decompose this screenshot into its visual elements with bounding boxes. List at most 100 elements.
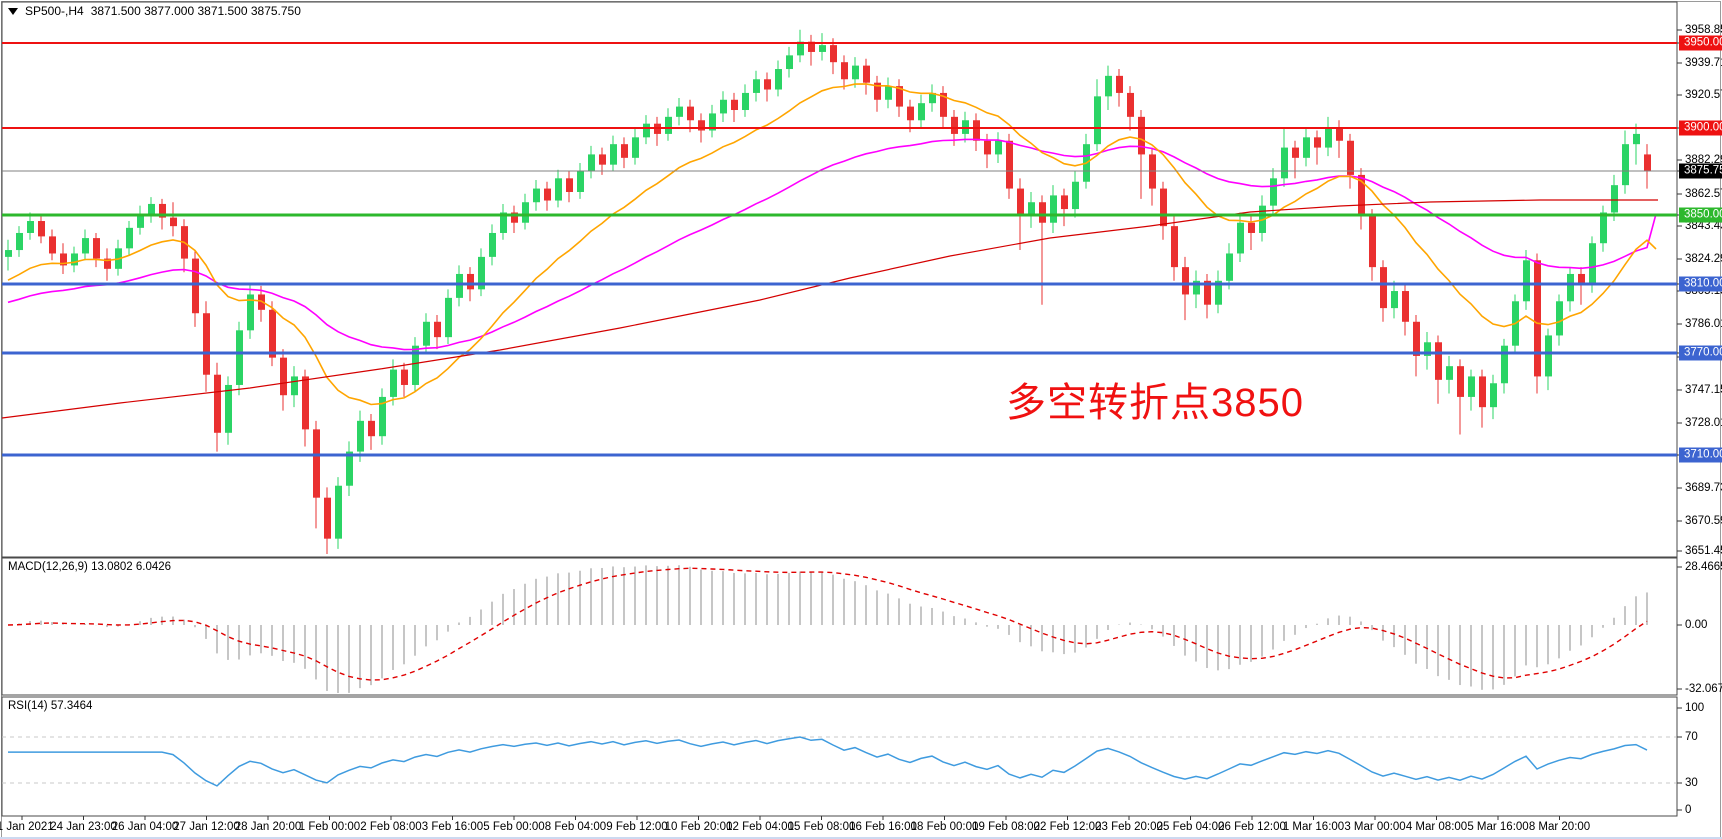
time-label[interactable]: 26 Jan 04:00 [111,821,179,833]
candle-down [698,120,705,131]
candle-up [995,140,1002,155]
time-label[interactable]: 21 Jan 2021 [0,821,54,833]
candle-up [291,376,298,396]
candle-down [1336,127,1343,141]
price-plot-group[interactable] [2,29,1658,555]
price-tick-label: 3843.430 [1685,220,1722,232]
candle-up [1622,144,1629,186]
macd-signal-line [7,567,1648,681]
candle-up [456,273,463,298]
candle-down [1116,75,1123,93]
candle-up [1545,335,1552,377]
main-chart-panel[interactable] [1,1,1678,558]
time-label[interactable]: 5 Mar 16:00 [1467,821,1529,833]
candle-down [1127,92,1134,117]
time-label[interactable]: 16 Feb 16:00 [849,821,917,833]
candle-up [445,297,452,338]
candle-down [1358,174,1365,216]
candle-down [401,369,408,385]
time-label[interactable]: 4 Mar 08:00 [1405,821,1468,833]
candle-down [1457,366,1464,397]
candle-up [478,256,485,290]
time-label[interactable]: 12 Feb 04:00 [726,821,794,833]
chart-expand-triangle-icon[interactable] [8,8,18,15]
time-label[interactable]: 15 Feb 08:00 [787,821,856,833]
price-tick-label: 3747.150 [1685,384,1722,396]
candle-up [1567,273,1574,302]
time-label[interactable]: 25 Feb 04:00 [1156,821,1225,833]
candle-up [1094,96,1101,145]
rsi-panel[interactable] [1,696,1678,817]
candle-up [533,188,540,203]
time-label[interactable]: 28 Jan 20:00 [234,821,302,833]
rsi-plot-group[interactable] [2,736,1677,787]
macd-axis-label: 28.4665 [1685,561,1722,573]
candle-up [720,99,727,114]
candle-up [1424,342,1431,356]
candle-up [16,232,23,251]
time-label[interactable]: 10 Feb 20:00 [664,821,733,833]
ohlc-values: 3871.500 3877.000 3871.500 3875.750 [90,4,301,18]
time-label[interactable]: 8 Feb 04:00 [544,821,607,833]
candle-up [126,227,133,249]
time-label[interactable]: 27 Jan 12:00 [173,821,240,833]
candle-up [1237,222,1244,254]
candle-down [1182,267,1189,295]
time-label[interactable]: 9 Feb 12:00 [606,821,668,833]
candle-down [324,497,331,539]
candle-up [390,369,397,397]
candle-up [522,202,529,223]
time-label[interactable]: 8 Mar 20:00 [1528,821,1591,833]
candle-up [1446,366,1453,380]
candle-up [1281,147,1288,179]
time-label[interactable]: 3 Mar 00:00 [1344,821,1406,833]
candle-up [1589,243,1596,285]
candle-up [247,294,254,331]
price-tick-label: 3958.850 [1685,24,1722,36]
time-label[interactable]: 2 Feb 08:00 [360,821,422,833]
macd-plot-group[interactable] [7,565,1648,693]
time-label[interactable]: 19 Feb 08:00 [972,821,1040,833]
price-badge-3950.000: 3950.000 [1679,35,1722,51]
time-label[interactable]: 5 Feb 00:00 [483,821,545,833]
candle-down [1204,280,1211,305]
time-label[interactable]: 24 Jan 23:00 [50,821,117,833]
candle-up [1072,181,1079,210]
rsi-axis-label: 100 [1685,702,1705,714]
time-label[interactable]: 18 Feb 00:00 [910,821,979,833]
chart-text-annotation[interactable]: 多空转折点3850 [1006,381,1304,425]
candle-up [346,451,353,486]
candle-up [148,203,155,215]
candle-down [1017,188,1024,216]
candle-up [632,137,639,158]
candle-down [104,258,111,269]
candle-down [1292,147,1299,158]
candle-down [940,92,947,117]
candle-down [511,212,518,223]
candle-down [984,140,991,155]
candle-down [1369,215,1376,268]
time-label[interactable]: 22 Feb 12:00 [1033,821,1102,833]
candle-down [1248,222,1255,233]
time-label[interactable]: 1 Mar 16:00 [1282,821,1345,833]
candle-down [214,374,221,433]
price-tick-label: 3689.730 [1685,482,1722,494]
time-label[interactable]: 3 Feb 16:00 [421,821,484,833]
candle-up [1523,260,1530,302]
price-badge-3710.000: 3710.000 [1679,447,1722,463]
candle-down [38,221,45,237]
macd-panel[interactable] [1,557,1678,696]
candle-up [1193,280,1200,295]
candle-up [852,65,859,80]
time-label[interactable]: 23 Feb 20:00 [1095,821,1163,833]
time-label[interactable]: 26 Feb 12:00 [1218,821,1286,833]
candle-up [236,330,243,385]
candle-down [192,258,199,314]
price-tick-label: 3939.710 [1685,57,1722,69]
candle-up [5,250,12,257]
candle-up [82,238,89,254]
time-label[interactable]: 1 Feb 00:00 [298,821,361,833]
candle-up [1215,280,1222,305]
candle-up [1270,178,1277,206]
